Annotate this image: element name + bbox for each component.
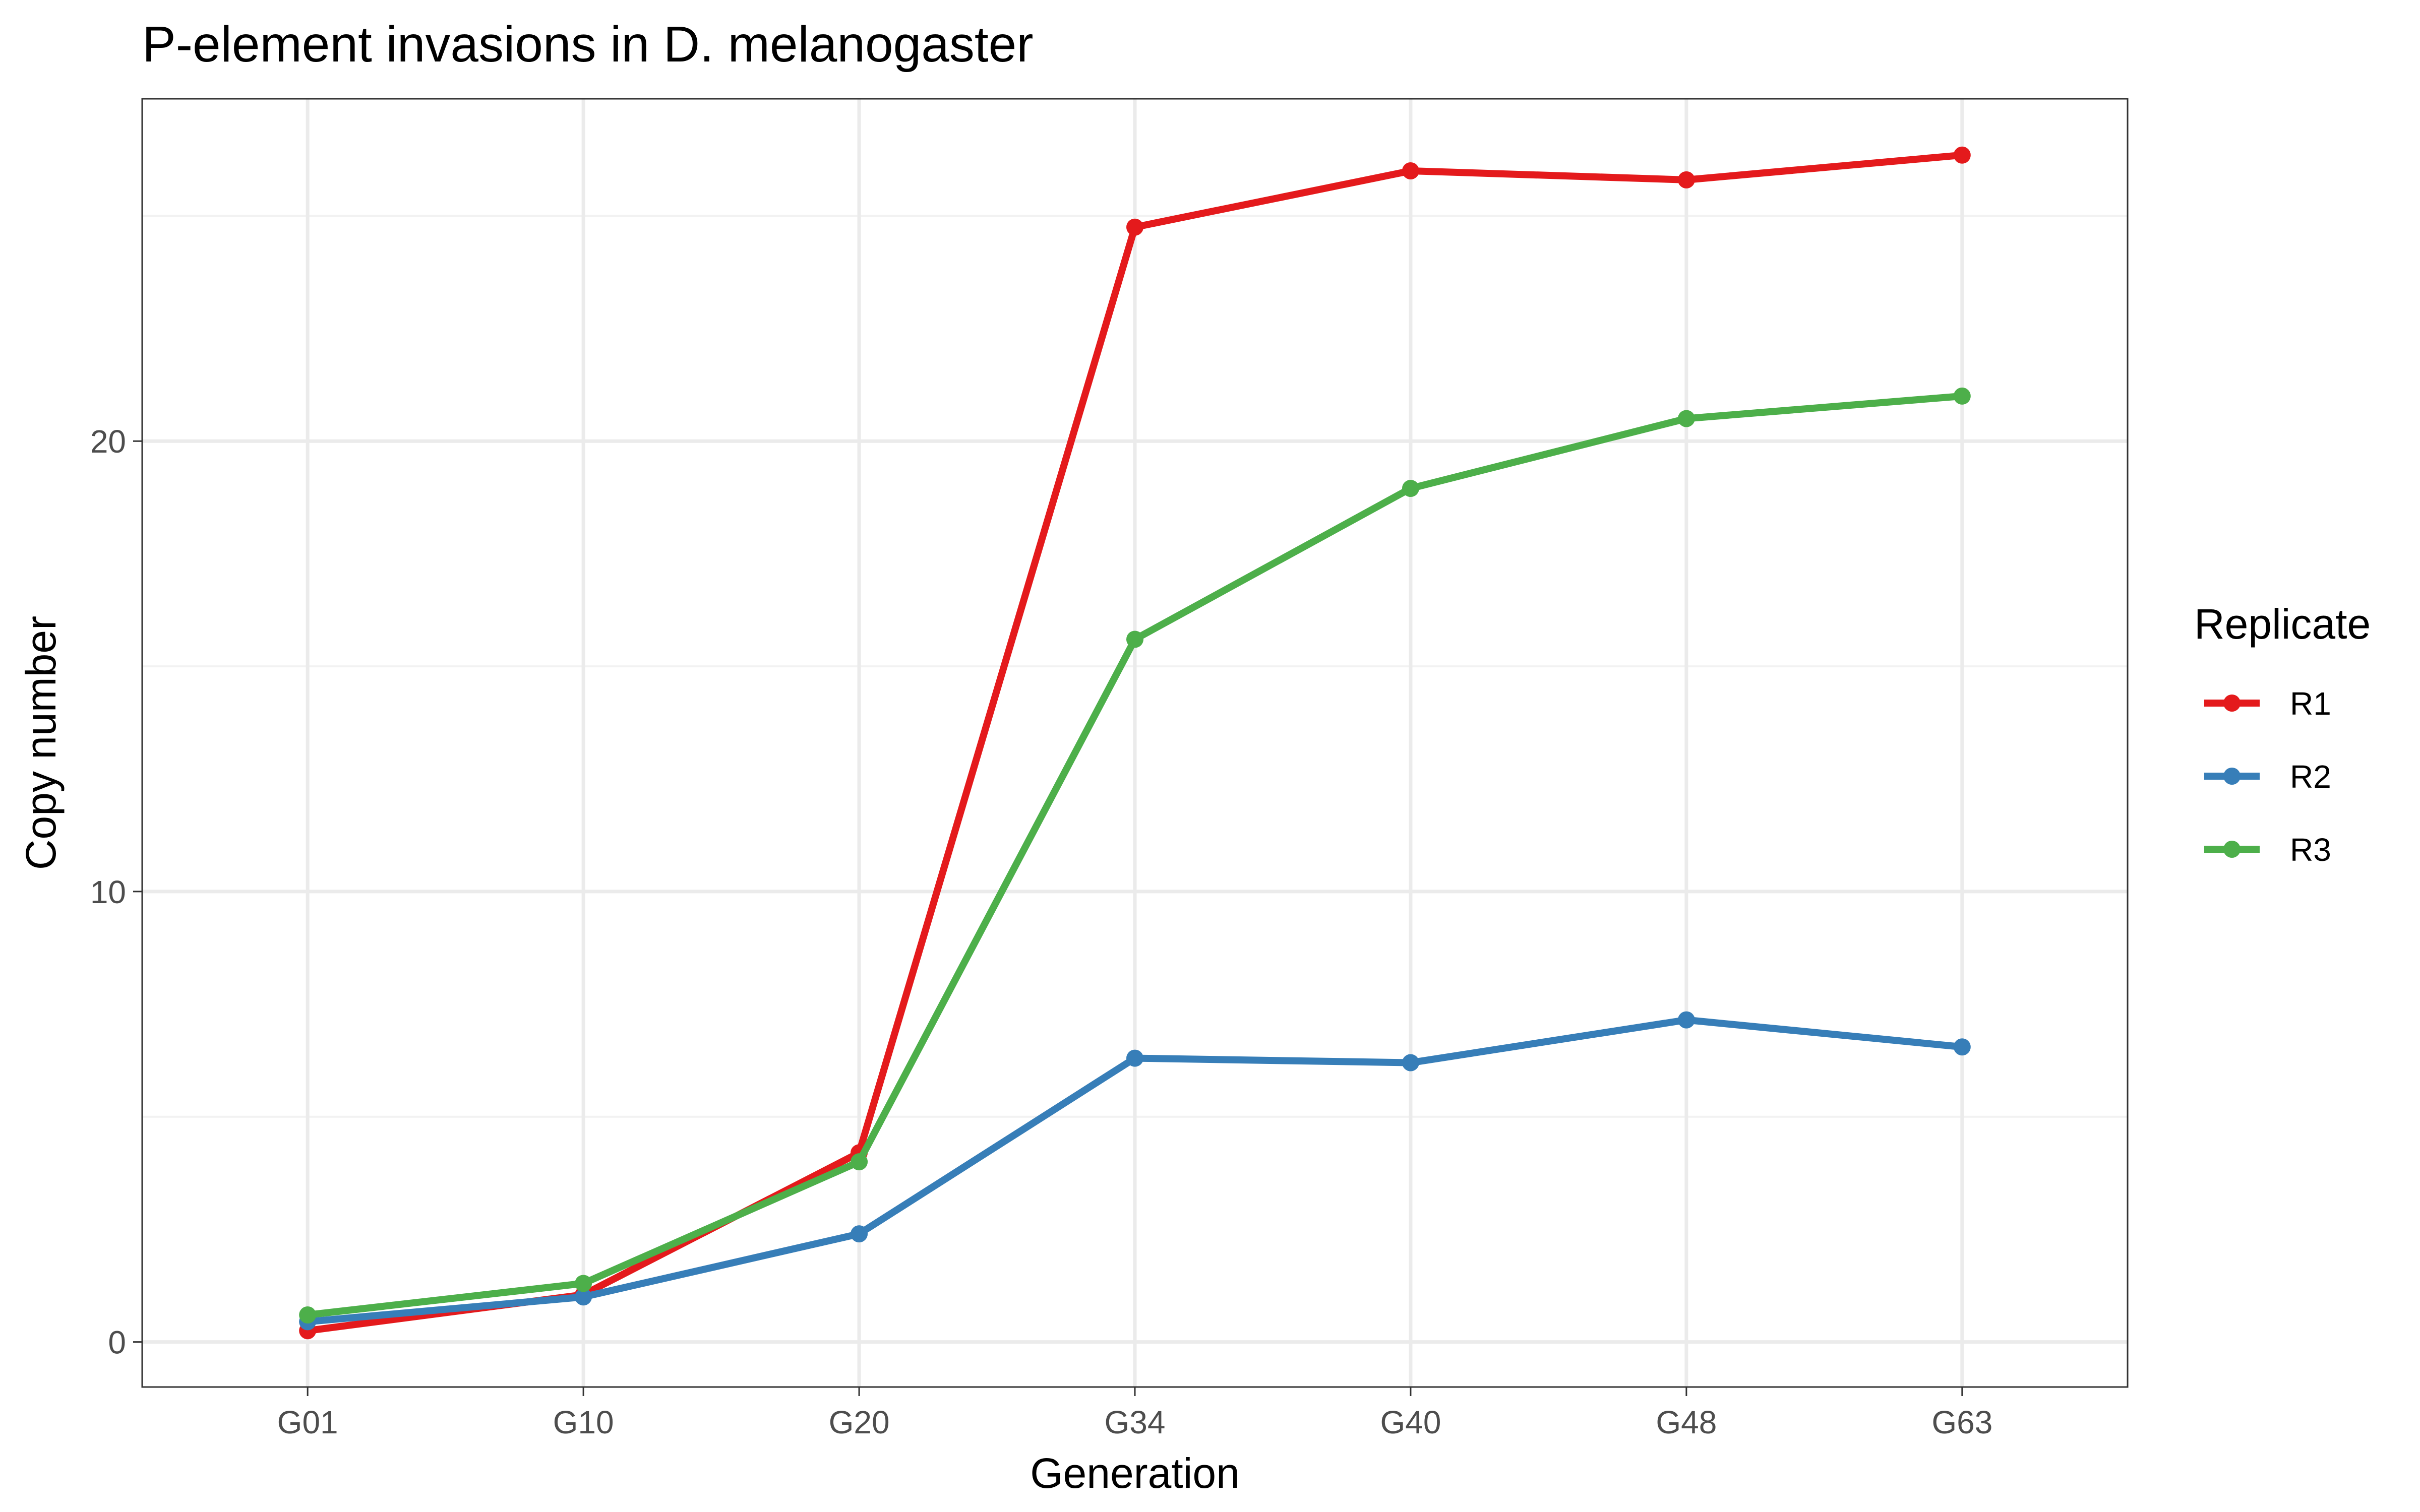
data-point-r3 [1677, 410, 1695, 427]
data-point-r3 [1402, 480, 1419, 497]
x-tick-label: G40 [1380, 1404, 1441, 1440]
data-point-r1 [1953, 146, 1971, 164]
x-axis-title: Generation [1030, 1450, 1240, 1497]
y-tick-label: 20 [90, 423, 126, 460]
x-tick-label: G10 [553, 1404, 614, 1440]
legend-label: R2 [2290, 759, 2331, 795]
x-tick-label: G20 [829, 1404, 890, 1440]
data-point-r3 [575, 1275, 592, 1292]
legend-item-r1: R1 [2204, 685, 2331, 722]
y-tick-label: 10 [90, 874, 126, 910]
legend-key-point [2223, 768, 2241, 785]
legend-key-point [2223, 695, 2241, 712]
data-point-r3 [851, 1153, 868, 1171]
legend: Replicate R1 R2 R3 [2194, 600, 2371, 868]
data-point-r1 [1677, 171, 1695, 188]
y-axis-title: Copy number [17, 616, 65, 870]
y-tick-label: 0 [108, 1325, 126, 1361]
series-r2 [299, 1011, 1971, 1331]
legend-label: R1 [2290, 685, 2331, 722]
data-point-r3 [299, 1306, 317, 1324]
legend-title: Replicate [2194, 600, 2371, 648]
data-point-r2 [575, 1288, 592, 1306]
series-r3 [299, 387, 1971, 1324]
data-point-r2 [851, 1225, 868, 1243]
data-point-r2 [1402, 1054, 1419, 1072]
data-point-r2 [1126, 1049, 1143, 1067]
data-point-r3 [1953, 387, 1971, 405]
data-point-r2 [1677, 1011, 1695, 1029]
legend-key-point [2223, 841, 2241, 858]
data-point-r3 [1126, 631, 1143, 648]
data-point-r2 [1953, 1038, 1971, 1056]
legend-item-r2: R2 [2204, 759, 2331, 795]
series-layer [299, 146, 1971, 1340]
x-tick-label: G34 [1105, 1404, 1166, 1440]
x-tick-label: G63 [1931, 1404, 1992, 1440]
axes: 0 10 20 G01 G10 G20 G34 G40 G48 G63 [90, 423, 1993, 1440]
data-point-r1 [1402, 162, 1419, 179]
legend-label: R3 [2290, 832, 2331, 868]
legend-item-r3: R3 [2204, 832, 2331, 868]
grid [142, 99, 2128, 1387]
x-tick-label: G48 [1656, 1404, 1717, 1440]
x-tick-label: G01 [277, 1404, 338, 1440]
chart-title: P-element invasions in D. melanogaster [142, 16, 1034, 73]
data-point-r1 [1126, 218, 1143, 236]
